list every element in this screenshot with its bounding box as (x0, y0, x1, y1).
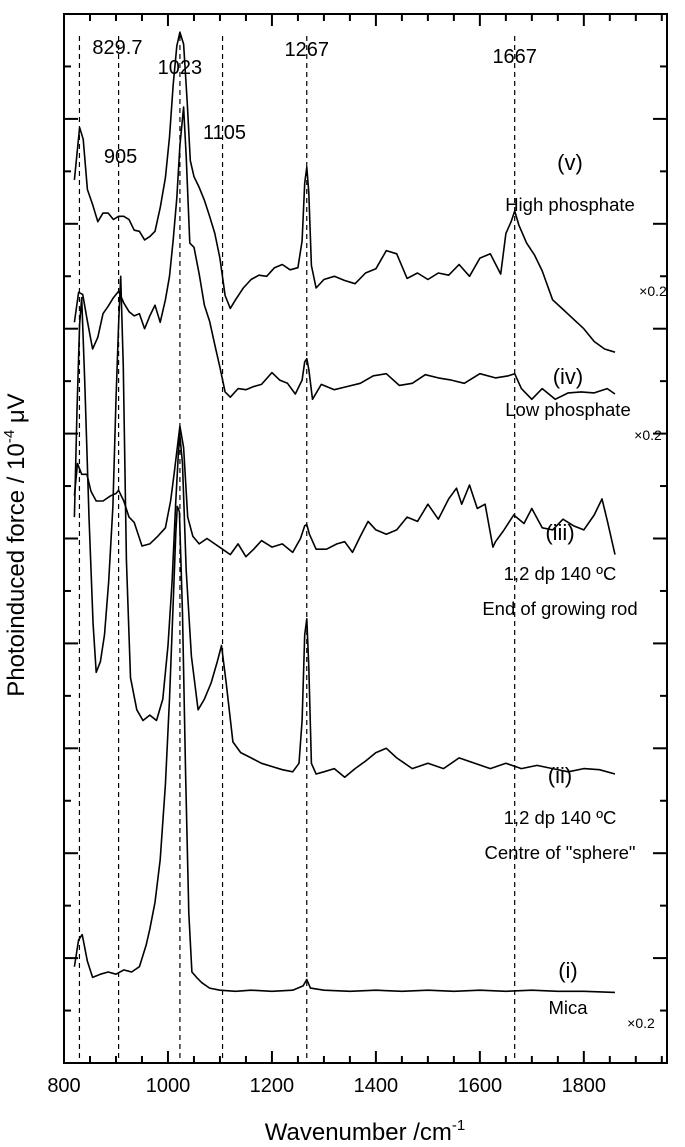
series-name: Mica (548, 997, 588, 1018)
series-name: 1,2 dp 140 ºC (504, 807, 617, 828)
peak-label: 905 (104, 146, 137, 168)
x-tick-label: 800 (47, 1075, 80, 1097)
peak-label: 1267 (285, 39, 330, 61)
x-tick-label: 1200 (250, 1075, 295, 1097)
spectrum-ii (73, 275, 616, 778)
x-tick-label: 1400 (354, 1075, 399, 1097)
peak-label: 1023 (158, 57, 203, 79)
y-axis-label: Photoinduced force / 10-4 μV (1, 393, 30, 696)
series-sublabel: Centre of "sphere" (485, 842, 636, 863)
series-numeral: (v) (557, 150, 583, 175)
series-numeral: (ii) (548, 763, 572, 788)
x-tick-labels: 800 1000 1200 1400 1600 1800 (47, 1075, 606, 1097)
spectra-curves (73, 31, 616, 994)
x-axis-label: Wavenumber /cm-1 (265, 1117, 466, 1146)
series-name: Low phosphate (505, 399, 631, 420)
x-tick-label: 1800 (562, 1075, 607, 1097)
series-name: High phosphate (505, 194, 635, 215)
series-name: 1,2 dp 140 ºC (504, 563, 617, 584)
series-numeral: (iv) (553, 364, 584, 389)
spectrum-iv (73, 106, 616, 401)
spectrum-v (73, 31, 616, 353)
annotation-labels: 829.7 905 1023 1105 1267 1667 (v) High phosphat… (92, 37, 667, 1031)
peak-label: 1667 (492, 46, 537, 68)
series-sublabel: End of growing rod (482, 598, 637, 619)
series-numeral: (iii) (545, 520, 574, 545)
spectrum-i (73, 505, 616, 994)
spectrum-iii (73, 425, 616, 558)
series-scale-factor: ×0.2 (634, 427, 662, 443)
peak-guide-lines (78, 36, 516, 1063)
peak-label: 1105 (203, 122, 246, 144)
series-scale-factor: ×0.2 (627, 1015, 655, 1031)
plot-frame (63, 13, 668, 1064)
peak-label: 829.7 (92, 37, 142, 59)
series-scale-factor: ×0.2 (639, 283, 667, 299)
series-numeral: (i) (558, 958, 578, 983)
x-tick-label: 1600 (458, 1075, 503, 1097)
x-tick-label: 1000 (146, 1075, 191, 1097)
